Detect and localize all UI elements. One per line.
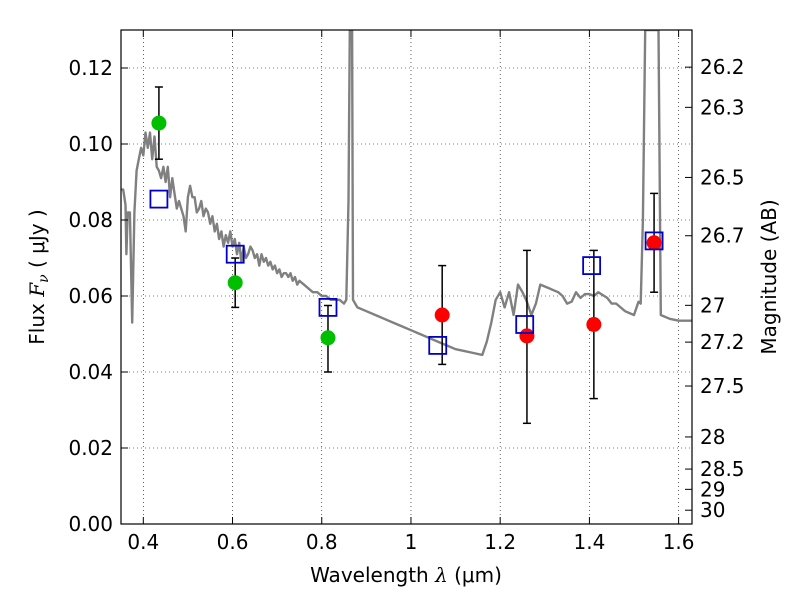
y-tick-label: 0.10 [68,132,113,156]
markers [149,115,664,355]
data-point [586,317,602,332]
magnitude-tick-label: 30 [700,498,725,522]
model-flux-marker [644,231,664,251]
y-tick-label: 0.02 [68,436,113,460]
magnitude-tick-label: 26.2 [700,55,745,79]
magnitude-tick-label: 26.3 [700,95,745,119]
magnitude-tick-label: 29 [700,477,725,501]
magnitude-axis-label: Magnitude (AB) [757,199,781,354]
ticks: 0.4 0.6 0.8 1 1.2 1.4 1.6 0.00 0.02 0.04 0.06 0.08 0… [68,30,745,554]
x-tick-label: 1 [405,530,418,554]
data-point [646,235,662,251]
y-axis-label: Flux Fν ( μJy ) [25,209,52,344]
model-flux-marker [428,335,448,355]
plot-background [121,30,692,524]
model-flux-marker [515,315,535,334]
magnitude-tick-label: 27.2 [700,330,745,354]
plot-frame [120,29,693,525]
spectrum-layer [121,30,692,357]
x-tick-label: 0.8 [306,530,338,554]
model-flux-marker [318,297,338,317]
data-point [320,330,336,346]
magnitude-tick-label: 26.5 [700,165,745,189]
magnitude-tick-label: 26.7 [700,224,745,248]
y-tick-label: 0.06 [68,284,113,308]
y-tick-label: 0.00 [68,512,113,536]
data-point [151,115,167,131]
model-flux-marker [225,244,245,264]
magnitude-tick-label: 28.5 [700,457,745,481]
y-tick-label: 0.12 [68,56,113,80]
x-tick-label: 0.4 [127,530,159,554]
data-point [434,307,450,323]
model-flux-marker [149,189,169,209]
spectrum-line [121,30,692,357]
x-tick-label: 1.6 [663,530,695,554]
y-tick-label: 0.08 [68,208,113,232]
magnitude-tick-label: 27.5 [700,374,745,398]
data-point [227,275,243,291]
model-flux-marker [582,256,602,276]
magnitude-tick-label: 28 [700,425,725,449]
data-point [519,328,535,344]
x-tick-label: 1.2 [484,530,516,554]
x-tick-label: 0.6 [217,530,249,554]
magnitude-tick-label: 27 [700,293,725,317]
x-axis-label: Wavelength λ (μm) [310,563,502,587]
x-tick-label: 1.4 [573,530,605,554]
y-tick-label: 0.04 [68,360,113,384]
